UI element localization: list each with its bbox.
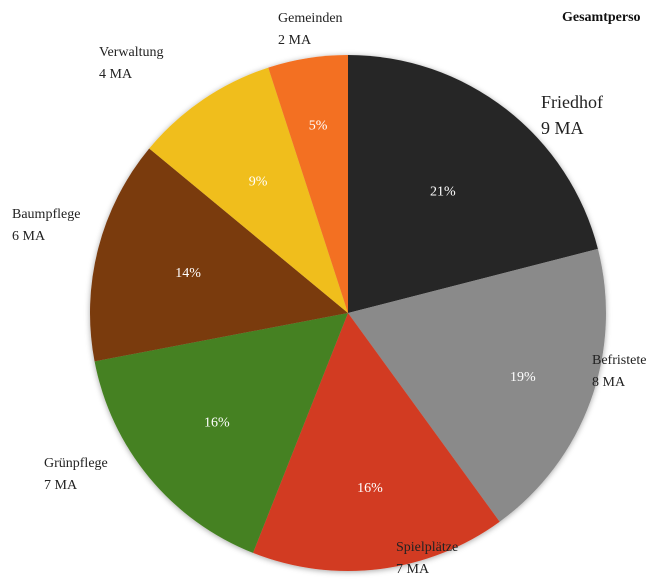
percent-label-baumpflege: 14% — [175, 266, 201, 281]
percent-label-friedhof: 21% — [430, 185, 456, 200]
pie-slice-befristete — [348, 248, 606, 522]
percent-label-befristete: 19% — [510, 370, 536, 385]
chart-title: Gesamtperso — [562, 10, 641, 25]
category-count-spielplaetze: 7 MA — [396, 562, 430, 577]
percent-label-spielplaetze: 16% — [357, 481, 383, 496]
pie-slice-gemeinden — [268, 55, 348, 313]
category-count-baumpflege: 6 MA — [12, 229, 46, 244]
category-name-baumpflege: Baumpflege — [12, 207, 80, 222]
pie-slice-friedhof — [348, 55, 598, 313]
category-labels: Friedhof 9 MA Befristete 8 MA Spielplätze 7 M… — [12, 11, 646, 577]
category-count-gemeinden: 2 MA — [278, 33, 312, 48]
percent-label-gruenpflege: 16% — [204, 416, 230, 431]
pie-slice-baumpflege — [90, 148, 348, 362]
pie-slice-spielplaetze — [253, 313, 500, 571]
category-name-spielplaetze: Spielplätze — [396, 540, 458, 555]
pie-slices — [90, 55, 606, 571]
percent-labels: 21% 19% 16% 16% 14% 9% 5% — [175, 118, 536, 496]
category-count-befristete: 8 MA — [592, 375, 626, 390]
category-name-gemeinden: Gemeinden — [278, 11, 343, 26]
pie-slice-gruenpflege — [94, 313, 349, 553]
category-count-verwaltung: 4 MA — [99, 67, 133, 82]
percent-label-verwaltung: 9% — [249, 175, 268, 190]
percent-label-gemeinden: 5% — [309, 118, 328, 133]
category-count-gruenpflege: 7 MA — [44, 478, 78, 493]
category-name-friedhof: Friedhof — [541, 92, 603, 112]
category-name-gruenpflege: Grünpflege — [44, 456, 108, 471]
category-name-verwaltung: Verwaltung — [99, 45, 164, 60]
category-name-befristete: Befristete — [592, 353, 646, 368]
pie-slice-verwaltung — [149, 67, 348, 314]
category-count-friedhof: 9 MA — [541, 118, 584, 138]
